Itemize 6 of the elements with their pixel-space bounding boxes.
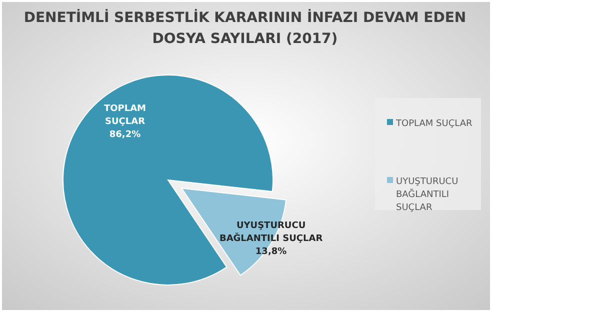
slice-label: TOPLAM SUÇLAR: [104, 104, 146, 127]
data-label: 86,2%: [109, 130, 141, 140]
chart-title: DENETİMLİ SERBESTLİK KARARININ İNFAZI DEVAM EDEN DOSYA SAYILARI (2017): [24, 9, 466, 47]
legend-label: UYUŞTURUCU BAĞLANTILI SUÇLAR: [396, 177, 458, 213]
data-label: 13,8%: [255, 246, 287, 257]
legend-label: TOPLAM SUÇLAR: [395, 119, 472, 129]
